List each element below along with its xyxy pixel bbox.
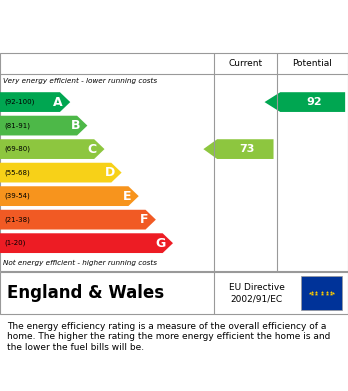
Text: (81-91): (81-91) <box>4 122 30 129</box>
Text: The energy efficiency rating is a measure of the overall efficiency of a home. T: The energy efficiency rating is a measur… <box>7 322 330 352</box>
Text: (21-38): (21-38) <box>4 216 30 223</box>
Text: B: B <box>71 119 80 132</box>
Text: EU Directive
2002/91/EC: EU Directive 2002/91/EC <box>229 283 285 303</box>
Text: Potential: Potential <box>292 59 332 68</box>
Polygon shape <box>0 233 173 253</box>
Polygon shape <box>0 92 70 112</box>
Polygon shape <box>0 116 87 135</box>
Polygon shape <box>0 139 104 159</box>
Text: England & Wales: England & Wales <box>7 284 164 302</box>
Polygon shape <box>203 139 274 159</box>
Text: (69-80): (69-80) <box>4 146 30 152</box>
Text: (55-68): (55-68) <box>4 169 30 176</box>
Polygon shape <box>0 210 156 230</box>
Text: Very energy efficient - lower running costs: Very energy efficient - lower running co… <box>3 78 158 84</box>
Text: 73: 73 <box>240 144 255 154</box>
Text: F: F <box>140 213 148 226</box>
Bar <box>301 276 342 310</box>
Text: Not energy efficient - higher running costs: Not energy efficient - higher running co… <box>3 260 158 266</box>
Text: (92-100): (92-100) <box>4 99 34 105</box>
Text: (1-20): (1-20) <box>4 240 25 246</box>
Text: Current: Current <box>228 59 262 68</box>
Text: G: G <box>156 237 166 250</box>
Text: D: D <box>104 166 115 179</box>
Text: Energy Efficiency Rating: Energy Efficiency Rating <box>9 20 219 35</box>
Polygon shape <box>0 163 121 183</box>
Text: (39-54): (39-54) <box>4 193 30 199</box>
Text: E: E <box>122 190 131 203</box>
Text: A: A <box>53 95 63 109</box>
Polygon shape <box>0 186 139 206</box>
Text: C: C <box>88 143 97 156</box>
Text: 92: 92 <box>307 97 323 107</box>
Polygon shape <box>264 92 345 112</box>
